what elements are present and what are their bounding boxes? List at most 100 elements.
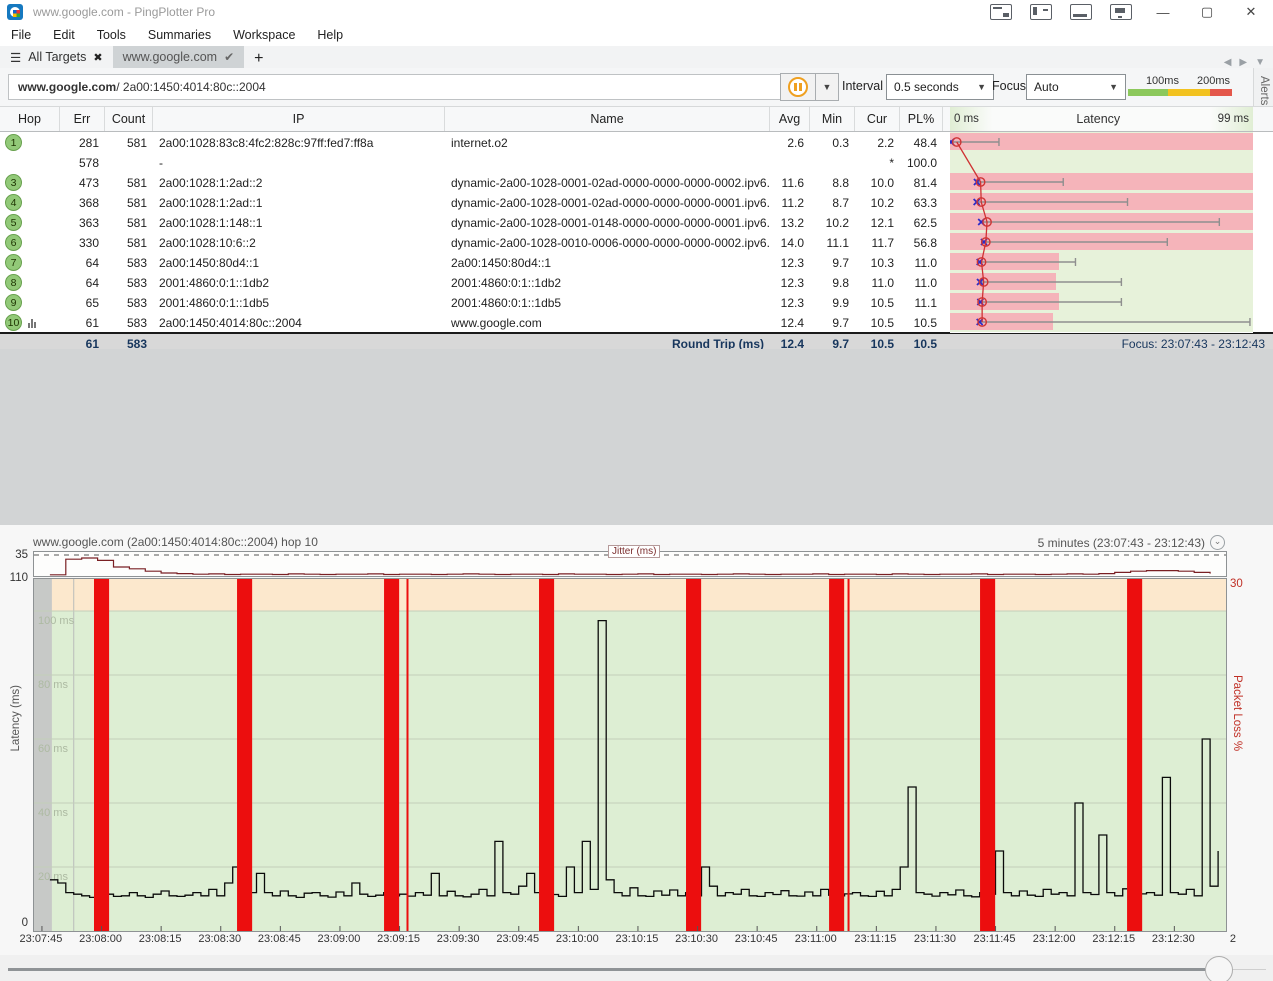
time-range-label: 5 minutes (23:07:43 - 23:12:43)	[1038, 536, 1205, 550]
menu-workspace[interactable]: Workspace	[222, 26, 306, 44]
svg-text:80 ms: 80 ms	[38, 679, 68, 691]
time-tick-label: 23:11:45	[974, 933, 1016, 945]
cell-ip: 2a00:1450:4014:80c::2004	[153, 316, 445, 330]
table-row[interactable]: 34735812a00:1028:1:2ad::2dynamic-2a00-10…	[0, 172, 1273, 192]
chevron-down-icon: ⌄	[1210, 535, 1225, 550]
cell-err: 281	[60, 136, 105, 150]
pause-dropdown-button[interactable]: ▼	[816, 73, 839, 101]
col-pl[interactable]: PL%	[900, 107, 943, 131]
table-row[interactable]: 8645832001:4860:0:1::1db22001:4860:0:1::…	[0, 272, 1273, 292]
col-err[interactable]: Err	[60, 107, 105, 131]
pause-button[interactable]	[780, 73, 816, 101]
menu-summaries[interactable]: Summaries	[137, 26, 222, 44]
cell-name: 2001:4860:0:1::1db5	[445, 296, 770, 310]
col-count[interactable]: Count	[105, 107, 153, 131]
tab-close-icon[interactable]: ✖	[93, 51, 102, 64]
tab-list-dropdown-icon[interactable]: ▼	[1255, 57, 1265, 68]
table-row[interactable]: 12815812a00:1028:83c8:4fc2:828c:97ff:fed…	[0, 132, 1273, 152]
minimize-button[interactable]: —	[1141, 0, 1185, 24]
cell-err: 368	[60, 196, 105, 210]
bottom-panel-layout-icon[interactable]	[1070, 4, 1092, 20]
col-min[interactable]: Min	[810, 107, 855, 131]
col-cur[interactable]: Cur	[855, 107, 900, 131]
table-row[interactable]: 578-*100.0	[0, 152, 1273, 172]
close-button[interactable]: ✕	[1229, 0, 1273, 24]
cell-pl: 63.3	[900, 196, 943, 210]
latency-timeline-graph[interactable]: 100 ms80 ms60 ms40 ms20 ms	[33, 578, 1227, 932]
time-tick-label: 23:12:00	[1033, 933, 1076, 945]
menu-bar: File Edit Tools Summaries Workspace Help	[0, 24, 1273, 46]
timeline-scroll-track[interactable]	[8, 968, 1205, 971]
cell-min: 8.7	[810, 196, 855, 210]
alerts-label: Alerts	[1258, 76, 1270, 105]
legend-200ms-label: 200ms	[1197, 75, 1230, 87]
cell-ip: 2a00:1028:1:2ad::2	[153, 176, 445, 190]
time-tick-label: 23:10:00	[556, 933, 599, 945]
cell-count: 581	[105, 196, 153, 210]
new-tab-button[interactable]: +	[244, 50, 273, 68]
focus-select[interactable]: Auto▼	[1026, 74, 1126, 100]
menu-file[interactable]: File	[0, 26, 42, 44]
hop-number-badge: 10	[5, 314, 22, 331]
timeline-pane: www.google.com (2a00:1450:4014:80c::2004…	[0, 525, 1273, 955]
col-latency[interactable]: 0 ms Latency 99 ms	[950, 107, 1253, 131]
cell-cur: 10.5	[855, 316, 900, 330]
cell-name: www.google.com	[445, 316, 770, 330]
table-row[interactable]: 10615832a00:1450:4014:80c::2004www.googl…	[0, 312, 1273, 332]
menu-edit[interactable]: Edit	[42, 26, 86, 44]
cell-pl: 10.5	[900, 316, 943, 330]
col-ip[interactable]: IP	[153, 107, 445, 131]
latency-mini-chart	[950, 132, 1253, 153]
maximize-button[interactable]: ▢	[1185, 0, 1229, 24]
table-body: 12815812a00:1028:83c8:4fc2:828c:97ff:fed…	[0, 132, 1273, 332]
trace-table: Hop Err Count IP Name Avg Min Cur PL% 0 …	[0, 106, 1273, 353]
table-row[interactable]: 53635812a00:1028:1:148::1dynamic-2a00-10…	[0, 212, 1273, 232]
col-hop[interactable]: Hop	[0, 107, 60, 131]
cell-cur: 10.0	[855, 176, 900, 190]
interval-value: 0.5 seconds	[894, 80, 959, 94]
cell-count: 581	[105, 216, 153, 230]
cell-min: 0.3	[810, 136, 855, 150]
time-axis-labels: 23:07:4523:08:0023:08:1523:08:3023:08:45…	[0, 933, 1260, 949]
menu-tools[interactable]: Tools	[86, 26, 137, 44]
tab-all-targets[interactable]: ☰ All Targets ✖	[0, 46, 113, 68]
col-name[interactable]: Name	[445, 107, 770, 131]
svg-text:60 ms: 60 ms	[38, 743, 68, 755]
table-row[interactable]: 7645832a00:1450:80d4::12a00:1450:80d4::1…	[0, 252, 1273, 272]
latency-mini-chart	[950, 252, 1253, 273]
cell-ip: 2a00:1028:1:2ad::1	[153, 196, 445, 210]
timeline-scroll-thumb[interactable]	[1205, 956, 1233, 981]
jitter-graph[interactable]: Jitter (ms)	[33, 551, 1227, 577]
svg-text:40 ms: 40 ms	[38, 807, 68, 819]
cell-min: 9.9	[810, 296, 855, 310]
tab-www-google-com[interactable]: www.google.com ✔	[113, 46, 245, 68]
interval-select[interactable]: 0.5 seconds▼	[886, 74, 994, 100]
cell-pl: 56.8	[900, 236, 943, 250]
col-avg[interactable]: Avg	[770, 107, 810, 131]
cell-pl: 11.0	[900, 256, 943, 270]
menu-help[interactable]: Help	[306, 26, 354, 44]
legend-green-segment	[1128, 89, 1168, 96]
tab-bar: ☰ All Targets ✖ www.google.com ✔ + ◀ ▶ ▼	[0, 46, 1273, 69]
side-panel-layout-icon[interactable]	[1030, 4, 1052, 20]
table-row[interactable]: 63305812a00:1028:10:6::2dynamic-2a00-102…	[0, 232, 1273, 252]
latency-color-legend: 100ms 200ms	[1128, 75, 1232, 96]
workspace-layout-icon[interactable]	[990, 4, 1012, 20]
table-header-row: Hop Err Count IP Name Avg Min Cur PL% 0 …	[0, 106, 1273, 132]
packet-loss-band	[950, 173, 1253, 190]
cell-avg: 12.4	[770, 316, 810, 330]
table-row[interactable]: 9655832001:4860:0:1::1db52001:4860:0:1::…	[0, 292, 1273, 312]
table-row[interactable]: 43685812a00:1028:1:2ad::1dynamic-2a00-10…	[0, 192, 1273, 212]
hop-number-badge: 4	[5, 194, 22, 211]
time-tick-label: 23:07:45	[20, 933, 63, 945]
svg-text:20 ms: 20 ms	[38, 871, 68, 883]
tab-scroll-right-icon[interactable]: ▶	[1239, 57, 1247, 68]
tab-scroll-left-icon[interactable]: ◀	[1224, 57, 1232, 68]
time-tick-label: 23:08:15	[139, 933, 182, 945]
target-address-input[interactable]: www.google.com / 2a00:1450:4014:80c::200…	[8, 74, 790, 100]
hop-number-badge: 8	[5, 274, 22, 291]
screen-share-icon[interactable]	[1110, 4, 1132, 20]
time-range-selector[interactable]: 5 minutes (23:07:43 - 23:12:43) ⌄	[1038, 535, 1225, 550]
time-tick-label: 23:09:00	[318, 933, 361, 945]
packet-loss-band	[950, 213, 1253, 230]
